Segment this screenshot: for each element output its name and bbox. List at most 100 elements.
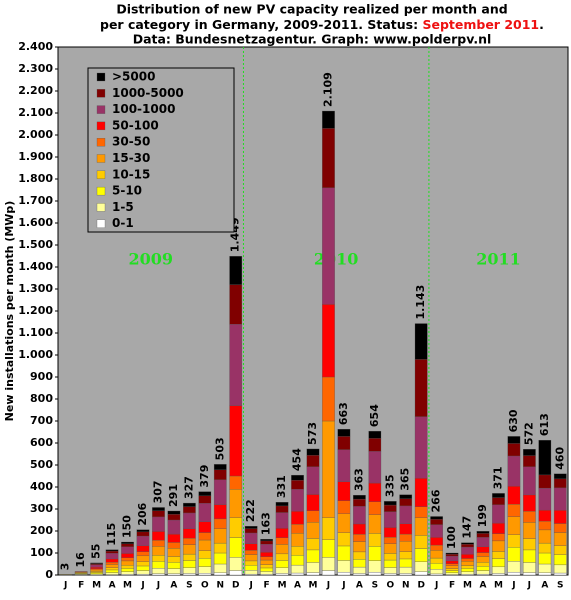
bar-segment bbox=[430, 519, 443, 525]
bar-segment bbox=[553, 473, 567, 480]
x-tick-label: O bbox=[201, 581, 209, 591]
total-label: 630 bbox=[507, 409, 520, 432]
x-tick-label: A bbox=[541, 581, 548, 591]
bar-segment bbox=[368, 430, 382, 439]
chart-title: . bbox=[539, 17, 544, 32]
bar-segment bbox=[105, 553, 119, 560]
bar-segment bbox=[213, 528, 227, 544]
bar-segment bbox=[461, 571, 474, 575]
bar-segment bbox=[291, 524, 304, 534]
bar-segment bbox=[430, 557, 443, 564]
y-axis-label: New installations per month (MWp) bbox=[3, 201, 16, 422]
total-label: 100 bbox=[445, 526, 458, 549]
bar-segment bbox=[368, 451, 382, 484]
legend-swatch bbox=[96, 186, 106, 196]
bar-segment bbox=[90, 564, 103, 568]
bar-segment bbox=[229, 256, 243, 285]
bar-segment bbox=[414, 478, 428, 507]
bar-segment bbox=[399, 558, 413, 568]
bar-segment bbox=[260, 556, 273, 561]
bar-segment bbox=[507, 534, 521, 548]
bar-segment bbox=[430, 569, 443, 575]
bar-segment bbox=[291, 564, 304, 574]
x-tick-label: J bbox=[63, 581, 67, 591]
total-label: 199 bbox=[476, 504, 489, 527]
bar-segment bbox=[183, 567, 196, 574]
x-tick-label: M bbox=[278, 581, 287, 591]
bar-segment bbox=[244, 570, 258, 575]
bar-segment bbox=[198, 503, 212, 522]
bar-segment bbox=[337, 532, 351, 547]
bar-segment bbox=[136, 545, 150, 552]
bar-segment bbox=[167, 556, 181, 563]
bar-segment bbox=[260, 540, 273, 545]
x-tick-label: O bbox=[386, 581, 394, 591]
bar-segment bbox=[523, 466, 536, 496]
bar-segment bbox=[383, 573, 397, 576]
bar-segment bbox=[275, 537, 289, 545]
bar-segment bbox=[167, 510, 181, 515]
bar-segment bbox=[306, 466, 320, 495]
bar-segment bbox=[275, 512, 289, 529]
bar-segment bbox=[167, 548, 181, 557]
bar-segment bbox=[152, 516, 165, 532]
bar-segment bbox=[507, 516, 521, 535]
bar-segment bbox=[136, 570, 150, 575]
bar-segment bbox=[461, 568, 474, 572]
bar-segment bbox=[198, 532, 212, 541]
bar-segment bbox=[538, 552, 552, 565]
bar-segment bbox=[121, 553, 134, 558]
total-label: 654 bbox=[368, 404, 381, 427]
bar-segment bbox=[198, 550, 212, 559]
bar-segment bbox=[260, 567, 273, 572]
bar-segment bbox=[244, 554, 258, 562]
bar-segment bbox=[414, 416, 428, 479]
bar-segment bbox=[167, 542, 181, 549]
chart-title: Distribution of new PV capacity realized… bbox=[116, 2, 507, 17]
bar-segment bbox=[492, 504, 505, 524]
bar-segment bbox=[244, 528, 258, 534]
bar-segment bbox=[275, 560, 289, 568]
bar-segment bbox=[461, 542, 474, 545]
bar-segment bbox=[167, 562, 181, 569]
x-tick-label: D bbox=[417, 581, 424, 591]
bar-segment bbox=[538, 520, 552, 531]
bar-segment bbox=[198, 573, 212, 576]
x-tick-label: J bbox=[434, 581, 438, 591]
bar-segment bbox=[229, 489, 243, 518]
bar-segment bbox=[213, 563, 227, 573]
bar-segment bbox=[353, 523, 366, 535]
y-tick-label: 1.700 bbox=[18, 194, 53, 207]
bar-segment bbox=[492, 566, 505, 574]
bar-segment bbox=[492, 551, 505, 559]
bar-segment bbox=[275, 502, 289, 507]
bar-segment bbox=[291, 555, 304, 566]
bar-segment bbox=[476, 562, 490, 567]
bar-segment bbox=[353, 551, 366, 560]
bar-segment bbox=[183, 502, 196, 507]
bar-segment bbox=[183, 538, 196, 545]
y-tick-label: 1.200 bbox=[18, 304, 53, 317]
bar-segment bbox=[523, 549, 536, 563]
bar-segment bbox=[229, 324, 243, 406]
bar-segment bbox=[291, 511, 304, 525]
bar-segment bbox=[445, 563, 459, 566]
x-tick-label: S bbox=[557, 581, 563, 591]
bar-segment bbox=[244, 532, 258, 544]
bar-segment bbox=[322, 557, 335, 571]
x-tick-label: J bbox=[249, 581, 253, 591]
bar-segment bbox=[383, 543, 397, 554]
bar-segment bbox=[368, 546, 382, 561]
bar-segment bbox=[476, 552, 490, 557]
total-label: 335 bbox=[383, 474, 396, 497]
bar-segment bbox=[353, 566, 366, 574]
bar-segment bbox=[399, 494, 413, 499]
bar-segment bbox=[368, 560, 382, 573]
bar-segment bbox=[337, 436, 351, 450]
bar-segment bbox=[152, 561, 165, 569]
bar-segment bbox=[275, 528, 289, 538]
year-label: 2009 bbox=[128, 250, 173, 269]
y-tick-label: 900 bbox=[30, 370, 53, 383]
y-tick-label: 600 bbox=[30, 436, 53, 449]
bar-segment bbox=[306, 522, 320, 539]
